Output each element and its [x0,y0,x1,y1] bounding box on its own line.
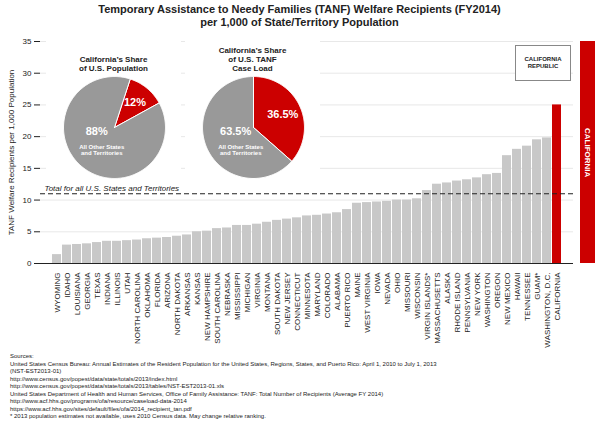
svg-text:ALASKA: ALASKA [443,272,452,304]
svg-text:30: 30 [23,69,32,78]
svg-text:RHODE ISLAND: RHODE ISLAND [453,273,462,333]
svg-text:MISSISSIPPI: MISSISSIPPI [233,273,242,321]
html-text:http://www.census.gov/popest/d: http://www.census.gov/popest/data/state/… [10,383,225,390]
svg-text:GEORGIA: GEORGIA [83,272,92,310]
svg-text:WEST VIRGINIA: WEST VIRGINIA [363,272,372,333]
svg-text:Total for all U.S. States and: Total for all U.S. States and Territorie… [45,185,180,194]
svg-text:OKLAHOMA: OKLAHOMA [143,272,152,318]
html-text:Sources:: Sources: [10,353,34,360]
svg-text:TENNESSEE: TENNESSEE [523,273,532,321]
svg-text:WASHINGTON, D.C.: WASHINGTON, D.C. [543,273,552,348]
svg-text:WYOMING: WYOMING [53,273,62,313]
svg-text:MICHIGAN: MICHIGAN [243,273,252,313]
svg-text:FLORIDA: FLORIDA [153,272,162,307]
svg-text:PUERTO RICO: PUERTO RICO [343,273,352,328]
svg-text:88%: 88% [85,125,107,137]
svg-text:WISCONSIN: WISCONSIN [413,273,422,319]
svg-text:IDAHO: IDAHO [63,273,72,298]
html-text:CALIFORNIA REPUBLIC: CALIFORNIA REPUBLIC [524,56,562,70]
html-text:https://www.acf.hhs.gov/sites/: https://www.acf.hhs.gov/sites/default/fi… [10,405,192,412]
html-text:(NST-EST2013-01): (NST-EST2013-01) [10,368,62,375]
svg-text:OHIO: OHIO [393,273,402,293]
svg-text:36.5%: 36.5% [267,108,298,120]
html-text:California’s Share of U.S. Pop: California’s Share of U.S. Population [79,55,148,74]
svg-text:MAINE: MAINE [353,273,362,298]
svg-text:IOWA: IOWA [373,272,382,294]
svg-text:NEW YORK: NEW YORK [473,272,482,316]
html-text:per 1,000 of State/Territory P: per 1,000 of State/Territory Population [200,16,399,29]
svg-text:INDIANA: INDIANA [103,272,112,305]
svg-text:NEW HAMPSHIRE: NEW HAMPSHIRE [203,273,212,341]
svg-text:12%: 12% [123,97,145,109]
svg-text:ARKANSAS: ARKANSAS [183,273,192,317]
svg-text:NEBRASKA: NEBRASKA [223,272,232,316]
svg-text:NEW MEXICO: NEW MEXICO [503,273,512,325]
html-text:CALIFORNIA: CALIFORNIA [583,127,592,177]
svg-text:ILLINOIS: ILLINOIS [113,273,122,306]
svg-text:NEW JERSEY: NEW JERSEY [283,272,292,325]
svg-text:CALIFORNIA: CALIFORNIA [553,272,562,321]
svg-text:NORTH CAROLINA: NORTH CAROLINA [133,272,142,344]
svg-text:ARIZONA: ARIZONA [163,272,172,308]
svg-text:15: 15 [23,164,32,173]
svg-text:CONNECTICUT: CONNECTICUT [293,273,302,331]
svg-text:COLORADO: COLORADO [323,273,332,319]
svg-text:TEXAS: TEXAS [93,273,102,299]
svg-text:HAWAII: HAWAII [513,273,522,301]
svg-text:SOUTH CAROLINA: SOUTH CAROLINA [213,272,222,344]
svg-text:MASSACHUSETTS: MASSACHUSETTS [433,273,442,344]
svg-text:LOUISIANA: LOUISIANA [73,272,82,315]
svg-text:63.5%: 63.5% [220,125,251,137]
svg-text:All Other Statesand Territorie: All Other Statesand Territories [79,145,125,157]
html-text:United States Department of He: United States Department of Health and H… [10,390,384,397]
html-text:* 2013 population estimates no: * 2013 population estimates not availabl… [10,413,266,420]
svg-text:WASHINGTON: WASHINGTON [483,273,492,328]
html-text:California’s Share of U.S. TAN: California’s Share of U.S. TANF Case Loa… [218,45,287,74]
html-text:Temporary Assistance to Needy: Temporary Assistance to Needy Families (… [98,3,501,15]
svg-text:ALABAMA: ALABAMA [333,272,342,310]
svg-text:NORTH DAKOTA: NORTH DAKOTA [173,272,182,335]
svg-text:5: 5 [27,228,32,237]
svg-text:VIRGIN ISLANDS*: VIRGIN ISLANDS* [423,273,432,340]
svg-text:UTAH: UTAH [123,273,132,294]
svg-text:35: 35 [23,37,32,46]
svg-text:All Other Statesand Territorie: All Other Statesand Territories [218,145,264,157]
svg-text:MARYLAND: MARYLAND [313,273,322,318]
svg-text:0: 0 [27,259,32,268]
svg-text:GUAM*: GUAM* [533,273,542,300]
svg-text:10: 10 [23,196,32,205]
svg-text:MINNESOTA: MINNESOTA [303,272,312,320]
svg-text:PENNSYLVANIA: PENNSYLVANIA [463,272,472,333]
svg-text:OREGON: OREGON [493,273,502,309]
svg-text:KANSAS: KANSAS [193,273,202,305]
svg-text:25: 25 [23,101,32,110]
svg-text:MISSOURI: MISSOURI [403,273,412,313]
html-text:http://www.acf.hhs.gov/program: http://www.acf.hhs.gov/programs/ofa/reso… [10,398,187,405]
svg-text:NEVADA: NEVADA [383,272,392,305]
svg-text:VIRGINIA: VIRGINIA [253,272,262,308]
html-text:http://www.census.gov/popest/d: http://www.census.gov/popest/data/state/… [10,375,178,382]
html-text:United States Census Bureau: A: United States Census Bureau: Annual Esti… [10,360,437,367]
svg-text:20: 20 [23,133,32,142]
svg-text:MONTANA: MONTANA [263,272,272,312]
svg-text:TANF Welfare Recipients per 1,: TANF Welfare Recipients per 1,000 Popula… [7,70,16,236]
svg-text:SOUTH DAKOTA: SOUTH DAKOTA [273,272,282,335]
